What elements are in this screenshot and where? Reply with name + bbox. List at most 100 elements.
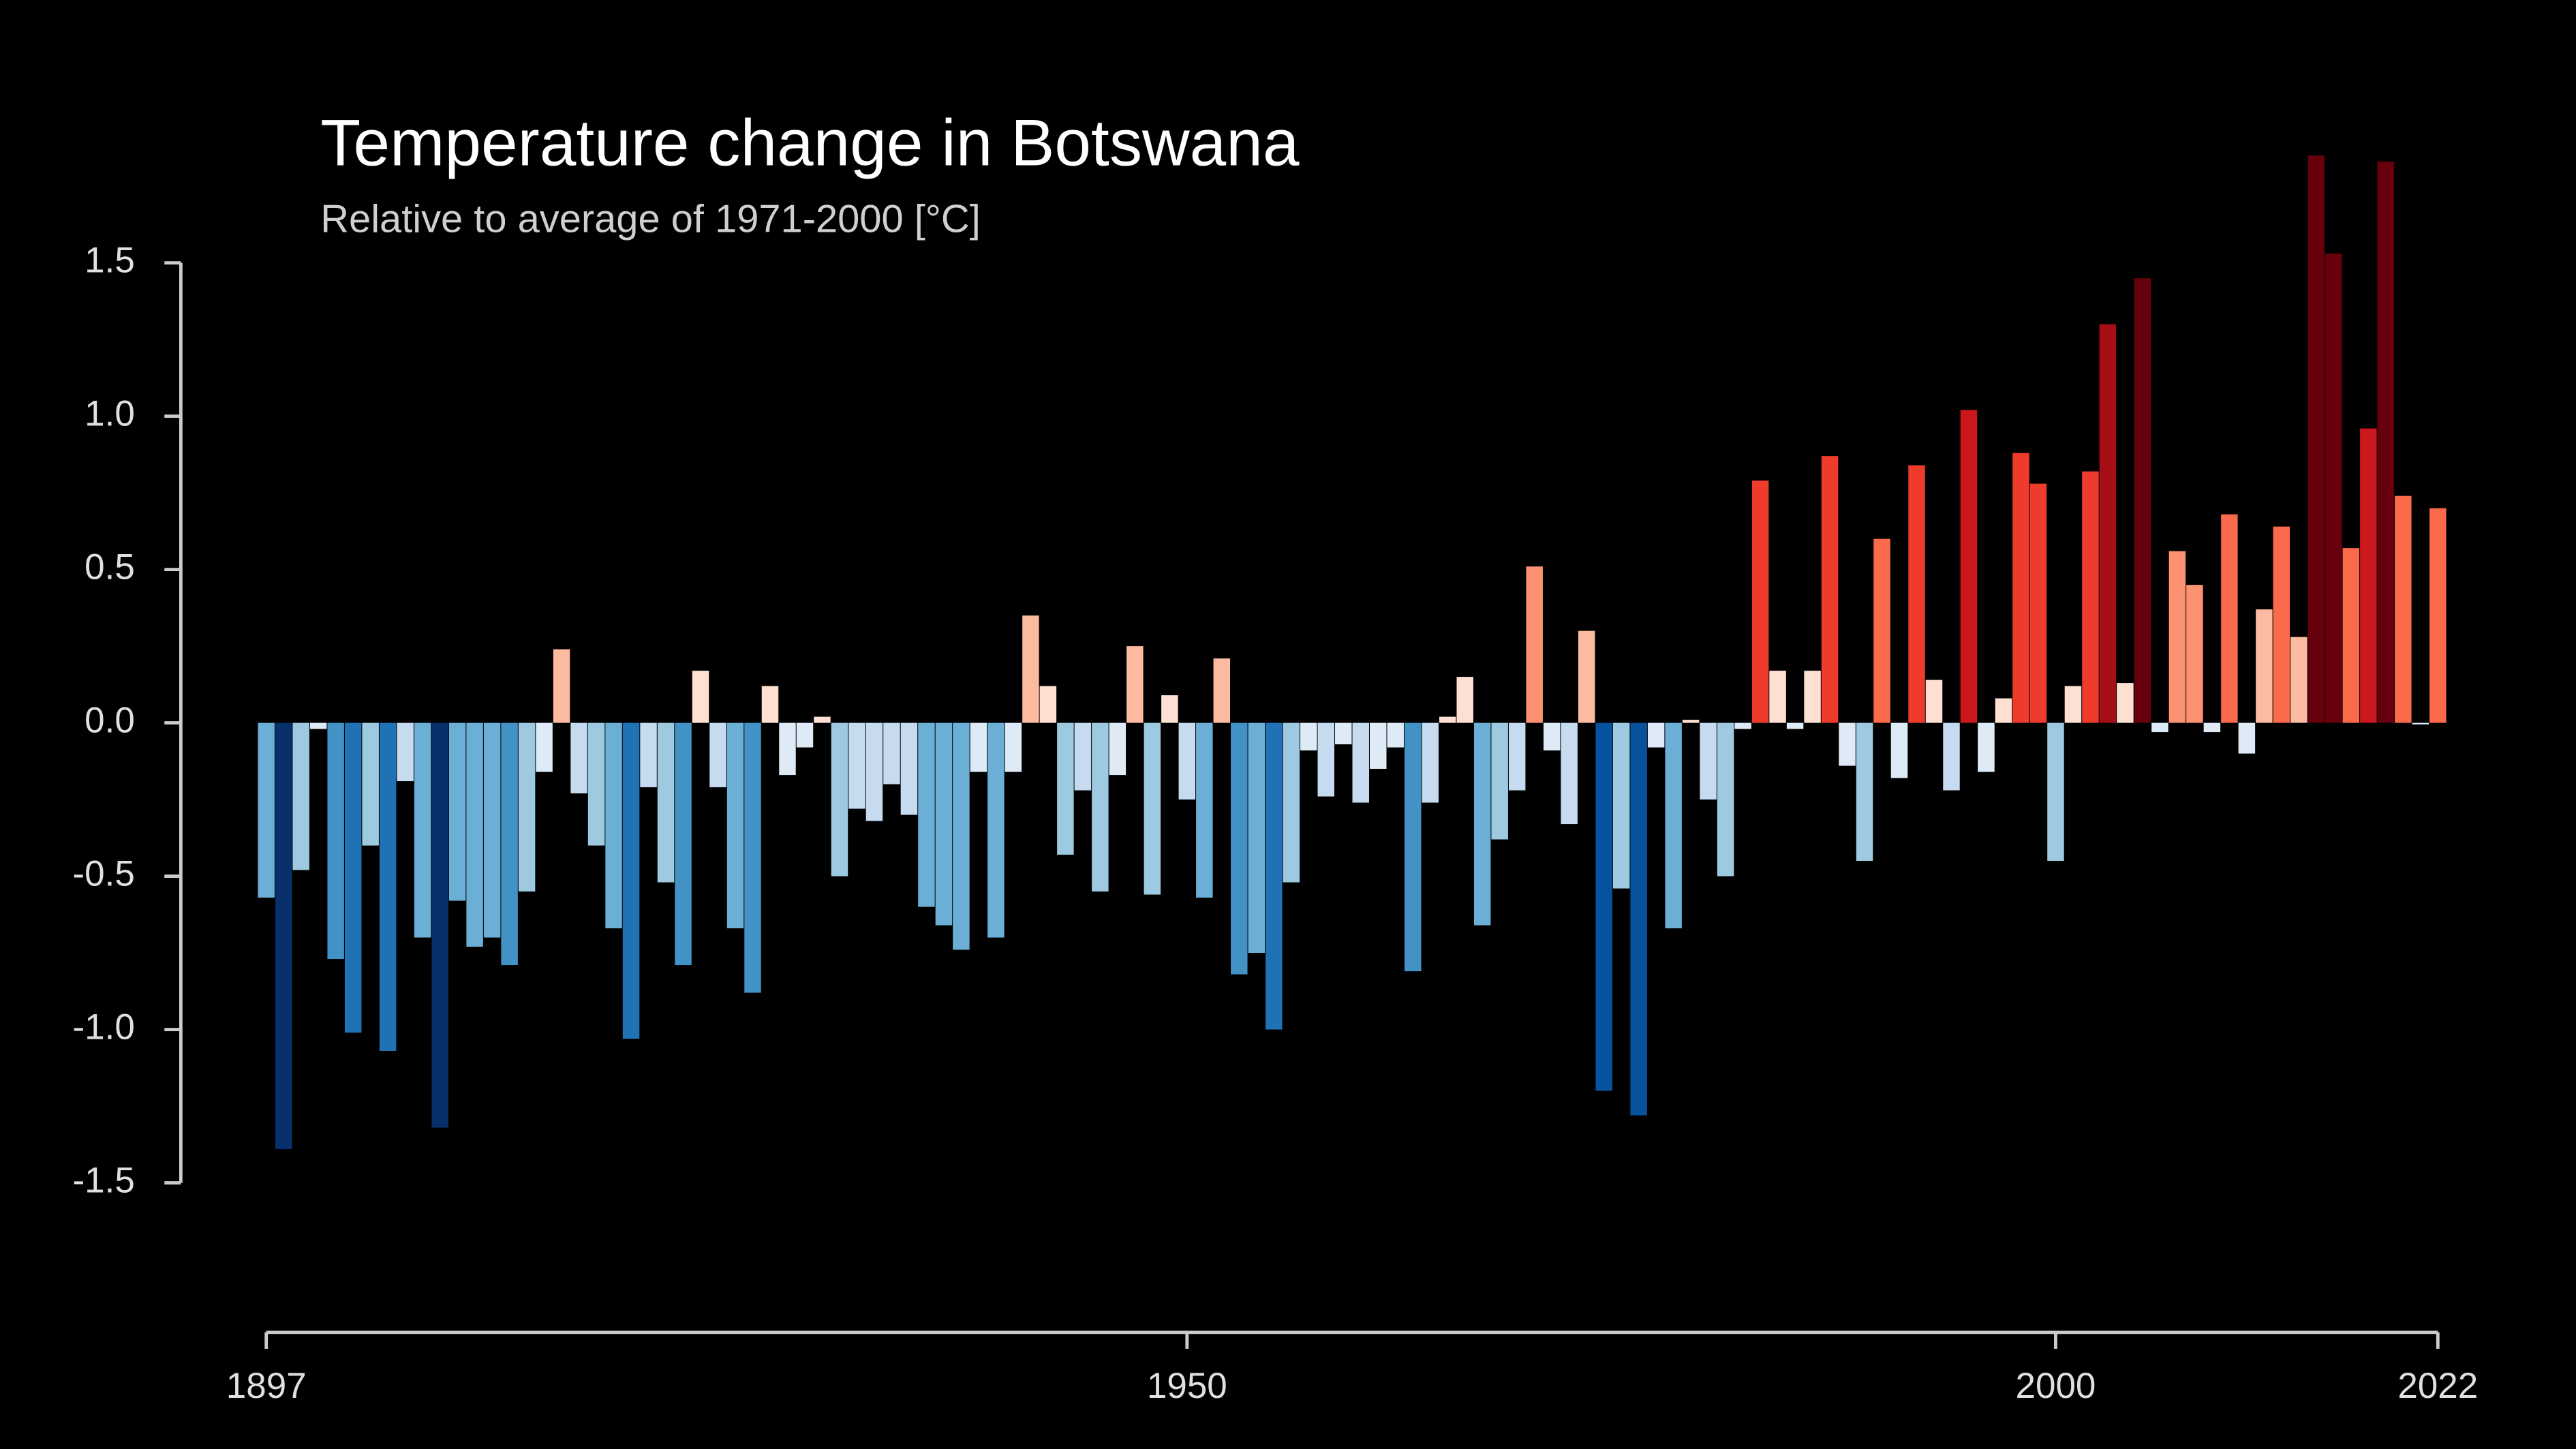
bar	[2099, 324, 2117, 723]
bar	[918, 722, 935, 907]
bar	[258, 722, 275, 898]
bar	[501, 722, 518, 966]
bar	[1700, 722, 1717, 800]
bar	[2360, 428, 2377, 723]
bar	[2290, 637, 2307, 723]
bar	[292, 722, 309, 870]
bar	[987, 722, 1005, 938]
bar	[1196, 722, 1213, 898]
bar	[622, 722, 640, 1039]
y-tick-label: 0.0	[85, 701, 135, 741]
bar	[2168, 551, 2186, 723]
bar	[466, 722, 483, 947]
y-tick-label: -1.0	[73, 1007, 135, 1048]
bar	[1074, 722, 1092, 791]
bar	[744, 722, 761, 993]
bar	[935, 722, 953, 926]
bar	[2238, 722, 2256, 754]
bar	[1178, 722, 1196, 800]
bar	[2395, 495, 2412, 723]
chart-subtitle: Relative to average of 1971-2000 [°C]	[320, 198, 981, 241]
bar	[605, 722, 622, 929]
bar	[2029, 483, 2047, 723]
bar	[1612, 722, 1630, 889]
y-tick-label: 1.0	[85, 394, 135, 434]
bar	[1335, 722, 1352, 745]
bar	[2221, 514, 2238, 723]
bar	[2047, 722, 2064, 861]
bar	[1908, 465, 1925, 723]
bar	[1404, 722, 1422, 972]
bar	[587, 722, 605, 846]
bar	[692, 671, 709, 723]
bar	[1821, 456, 1839, 723]
bar	[883, 722, 900, 784]
bar	[1422, 722, 1439, 803]
bar	[779, 722, 796, 776]
bar	[970, 722, 987, 772]
bar	[2377, 162, 2395, 723]
bar	[2412, 722, 2429, 724]
bar	[1647, 722, 1665, 748]
chart-title: Temperature change in Botswana	[320, 106, 1300, 179]
bar	[327, 722, 344, 960]
bar	[1717, 722, 1734, 876]
bar	[2203, 722, 2221, 733]
bar	[2325, 254, 2342, 723]
bar	[1022, 615, 1039, 723]
y-tick-label: -1.5	[73, 1161, 135, 1201]
x-tick-label: 2022	[2397, 1366, 2478, 1406]
x-tick-label: 2000	[2015, 1366, 2096, 1406]
bar	[2117, 683, 2134, 723]
bar	[1839, 722, 1856, 766]
bar	[1387, 722, 1404, 748]
bar	[1057, 722, 1074, 855]
bar	[1213, 658, 1231, 723]
bar	[831, 722, 848, 876]
bar	[1561, 722, 1578, 825]
bar	[414, 722, 431, 938]
bar	[953, 722, 970, 950]
y-tick-label: 1.5	[85, 241, 135, 281]
bar	[1925, 680, 1943, 723]
y-tick-label: 0.5	[85, 547, 135, 588]
bar	[2186, 585, 2203, 723]
bar	[518, 722, 536, 892]
bar	[344, 722, 362, 1033]
bar	[1995, 698, 2012, 723]
bar	[1856, 722, 1873, 861]
bar	[448, 722, 466, 901]
bar	[1682, 720, 1700, 723]
bar	[1231, 722, 1248, 975]
bar	[1630, 722, 1647, 1116]
bar	[1943, 722, 1960, 791]
bar	[2273, 526, 2290, 723]
bar	[1578, 630, 1595, 723]
bar	[726, 722, 744, 929]
bar	[2012, 453, 2029, 723]
bar	[675, 722, 692, 966]
bar	[1665, 722, 1682, 929]
bar	[1005, 722, 1022, 772]
bar	[796, 722, 814, 748]
bar	[1439, 716, 1456, 723]
bar	[1300, 722, 1317, 751]
bar	[1508, 722, 1526, 791]
bar	[1595, 722, 1612, 1091]
x-tick-label: 1897	[226, 1366, 307, 1406]
bar	[1769, 671, 1786, 723]
bar	[275, 722, 292, 1150]
bar	[309, 722, 327, 729]
y-tick-label: -0.5	[73, 854, 135, 894]
bar	[1978, 722, 1995, 772]
bar	[2429, 508, 2447, 723]
bar	[1456, 677, 1473, 723]
bar	[640, 722, 657, 788]
bar	[2256, 609, 2273, 723]
bar	[536, 722, 553, 772]
bar	[1266, 722, 1283, 1030]
bar	[553, 649, 570, 723]
bar	[1960, 410, 1978, 723]
bar	[1543, 722, 1561, 751]
